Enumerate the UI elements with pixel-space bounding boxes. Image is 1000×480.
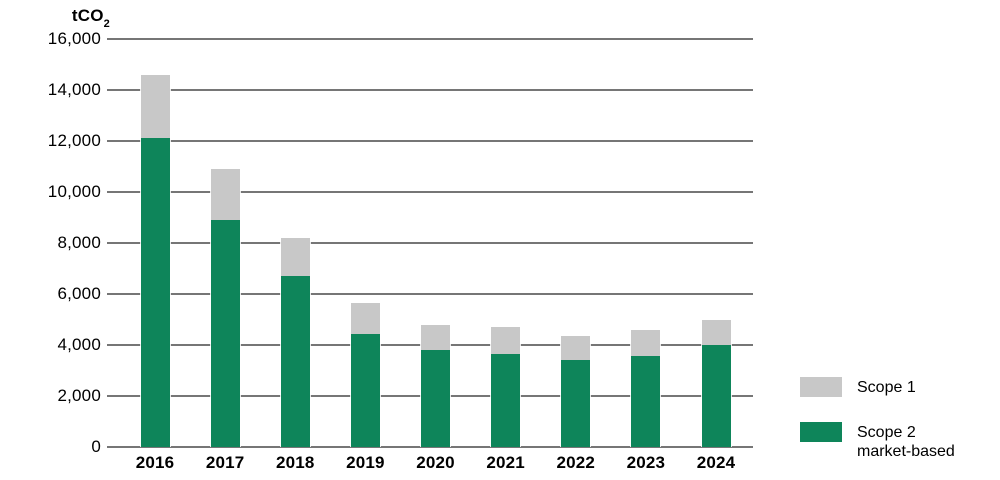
bar-segment-scope-2-market-based-2016 [140, 138, 170, 447]
scope-2-swatch [800, 422, 842, 442]
bar-segment-scope-1-2020 [421, 324, 450, 351]
legend-label-line: market-based [857, 443, 955, 460]
x-tick-label-2020: 2020 [416, 453, 455, 472]
bar-segment-scope-2-market-based-2019 [350, 333, 380, 447]
scope-1-swatch [800, 377, 842, 397]
y-tick-label: 2,000 [57, 386, 101, 405]
y-tick-label: 16,000 [47, 29, 101, 48]
legend-label-scope-1: Scope 1 [857, 377, 916, 397]
bar-segment-scope-1-2017 [210, 169, 240, 221]
legend-item-scope-2: Scope 2 market-based [800, 422, 955, 461]
bar-segment-scope-2-market-based-2022 [561, 360, 591, 447]
bar-segment-scope-1-2022 [561, 336, 591, 361]
x-tick-label-2023: 2023 [626, 453, 666, 472]
legend-label-scope-2: Scope 2 market-based [857, 422, 955, 461]
y-tick-label: 12,000 [47, 131, 101, 150]
gridline [107, 140, 753, 142]
x-tick-label-2024: 2024 [696, 453, 736, 472]
gridline [107, 446, 753, 448]
bar-segment-scope-2-market-based-2024 [701, 345, 731, 447]
gridline [107, 242, 753, 244]
y-tick-label: 10,000 [47, 182, 101, 201]
y-axis-unit-label: tCO2 [36, 6, 110, 31]
bar-segment-scope-1-2021 [491, 327, 521, 354]
unit-text: tCO [71, 6, 104, 25]
bar-segment-scope-1-2024 [701, 319, 731, 345]
gridline [107, 89, 753, 91]
bar-segment-scope-2-market-based-2023 [631, 356, 661, 447]
gridline [107, 191, 753, 193]
x-tick-label-2019: 2019 [346, 453, 385, 472]
bar-segment-scope-1-2023 [631, 329, 661, 357]
bar-segment-scope-1-2019 [350, 302, 380, 334]
legend-label-line: Scope 2 [857, 424, 916, 441]
legend-item-scope-1: Scope 1 [800, 377, 916, 397]
bar-segment-scope-2-market-based-2017 [210, 220, 240, 447]
x-tick-label-2021: 2021 [486, 453, 525, 472]
y-tick-label: 0 [91, 437, 101, 456]
x-tick-label-2016: 2016 [135, 453, 175, 472]
bar-segment-scope-2-market-based-2020 [421, 350, 450, 447]
x-tick-label-2022: 2022 [556, 453, 596, 472]
y-tick-label: 14,000 [47, 80, 101, 99]
bar-segment-scope-2-market-based-2021 [491, 353, 521, 447]
legend-label-line: Scope 1 [857, 379, 916, 396]
unit-subscript: 2 [103, 18, 110, 31]
x-tick-label-2017: 2017 [205, 453, 245, 472]
bar-segment-scope-1-2018 [280, 237, 310, 277]
y-tick-label: 8,000 [57, 233, 101, 252]
gridline [107, 38, 753, 40]
x-tick-label-2018: 2018 [275, 453, 315, 472]
gridline [107, 293, 753, 295]
y-tick-label: 4,000 [57, 335, 101, 354]
bar-segment-scope-1-2016 [140, 74, 170, 139]
y-tick-label: 6,000 [57, 284, 101, 303]
bar-segment-scope-2-market-based-2018 [280, 276, 310, 447]
